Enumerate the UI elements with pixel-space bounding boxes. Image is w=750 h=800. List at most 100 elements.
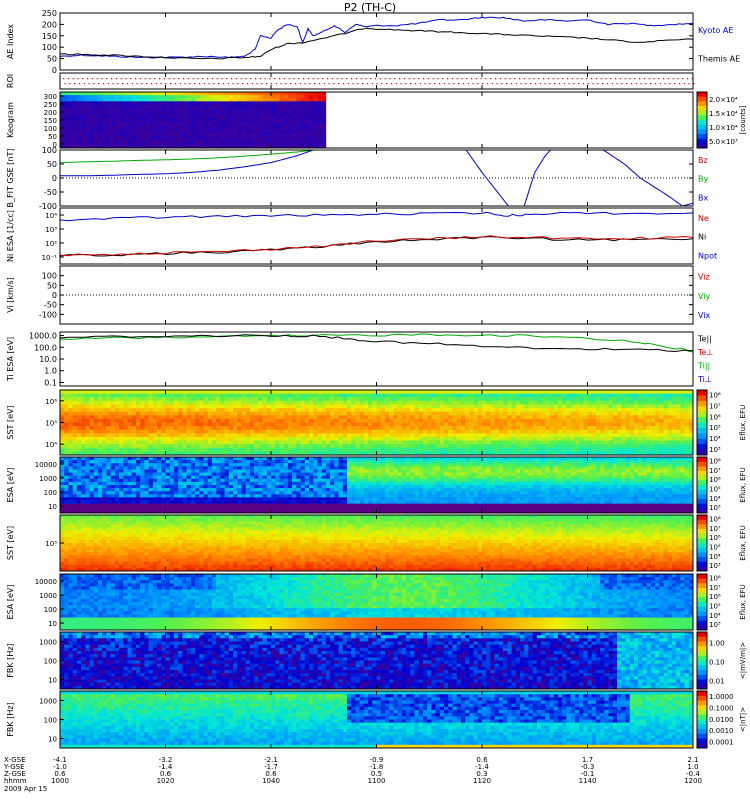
spectrogram-cell: [102, 466, 107, 470]
spectrogram-cell: [566, 463, 571, 467]
spectrogram-cell: [93, 440, 99, 445]
spectrogram-cell: [258, 138, 263, 143]
spectrogram-cell: [308, 393, 314, 398]
spectrogram-cell: [190, 433, 196, 438]
colorbar-segment: [697, 449, 707, 456]
spectrogram-cell: [300, 95, 306, 99]
spectrogram-cell: [566, 411, 571, 416]
spectrogram-cell: [389, 451, 394, 456]
spectrogram-cell: [621, 400, 626, 405]
roi-flag: [418, 78, 420, 80]
spectrogram-cell: [574, 426, 580, 431]
spectrogram-cell: [313, 426, 318, 431]
spectrogram-cell: [296, 132, 301, 136]
spectrogram-cell: [119, 92, 124, 96]
roi-flag: [658, 78, 660, 80]
spectrogram-cell: [186, 447, 192, 452]
spectrogram-cell: [76, 436, 82, 441]
spectrogram-cell: [169, 123, 175, 127]
spectrogram-cell: [422, 404, 428, 409]
spectrogram-cell: [317, 415, 322, 420]
spectrogram-cell: [359, 404, 365, 409]
spectrogram-cell: [123, 411, 128, 416]
spectrogram-cell: [241, 460, 246, 464]
spectrogram-cell: [490, 397, 495, 402]
spectrogram-cell: [216, 107, 221, 111]
spectrogram-cell: [224, 447, 230, 452]
spectrogram-cell: [566, 418, 571, 423]
spectrogram-cell: [114, 126, 120, 130]
spectrogram-cell: [157, 135, 162, 139]
roi-flag: [405, 83, 407, 85]
spectrogram-cell: [524, 451, 529, 456]
colorbar-frame: [696, 91, 708, 149]
spectrogram-cell: [165, 418, 171, 423]
spectrogram-cell: [604, 457, 609, 461]
spectrogram-cell: [279, 129, 284, 133]
spectrogram-cell: [363, 390, 369, 394]
roi-flag: [496, 83, 498, 85]
spectrogram-cell: [494, 457, 500, 461]
spectrogram-cell: [140, 444, 145, 449]
spectrogram-cell: [397, 447, 403, 452]
spectrogram-cell: [456, 397, 462, 402]
spectrogram-cell: [368, 429, 373, 434]
spectrogram-cell: [271, 116, 276, 121]
spectrogram-cell: [684, 397, 690, 402]
spectrogram-cell: [249, 126, 255, 130]
spectrogram-cell: [330, 400, 335, 405]
spectrogram-cell: [254, 418, 259, 423]
spectrogram-cell: [182, 144, 187, 149]
spectrogram-cell: [617, 426, 622, 431]
spectrogram-cell: [195, 463, 200, 467]
spectrogram-cell: [190, 107, 196, 111]
spectrogram-cell: [76, 429, 82, 434]
spectrogram-cell: [452, 451, 457, 456]
spectrogram-cell: [64, 390, 69, 394]
spectrogram-cell: [380, 440, 386, 445]
spectrogram-cell: [515, 393, 521, 398]
spectrogram-cell: [393, 400, 398, 405]
spectrogram-cell: [524, 460, 529, 464]
spectrogram-cell: [262, 451, 268, 456]
spectrogram-cell: [304, 104, 310, 108]
spectrogram-cell: [287, 95, 293, 99]
spectrogram-cell: [76, 415, 82, 420]
spectrogram-cell: [144, 411, 149, 416]
spectrogram-cell: [85, 126, 90, 130]
spectrogram-cell: [140, 92, 145, 96]
spectrogram-cell: [97, 444, 103, 449]
spectrogram-cell: [97, 460, 103, 464]
spectrogram-cell: [334, 447, 339, 452]
roi-flag: [303, 78, 305, 80]
spectrogram-cell: [76, 120, 82, 124]
spectrogram-cell: [325, 433, 331, 438]
spectrogram-cell: [106, 110, 111, 115]
spectrogram-cell: [633, 422, 639, 427]
spectrogram-cell: [102, 422, 107, 427]
spectrogram-cell: [401, 433, 407, 438]
spectrogram-cell: [680, 447, 685, 452]
spectrogram-cell: [140, 397, 145, 402]
spectrogram-cell: [384, 415, 390, 420]
colorbar-segment: [697, 433, 707, 440]
spectrogram-cell: [140, 393, 145, 398]
spectrogram-cell: [680, 408, 685, 412]
spectrogram-cell: [313, 104, 318, 108]
roi-flag: [562, 78, 564, 80]
spectrogram-cell: [435, 393, 441, 398]
spectrogram-cell: [195, 440, 200, 445]
spectrogram-cell: [195, 129, 200, 133]
spectrogram-cell: [456, 418, 462, 423]
spectrogram-cell: [292, 440, 297, 445]
spectrogram-cell: [532, 429, 538, 434]
spectrogram-cell: [422, 444, 428, 449]
spectrogram-cell: [566, 444, 571, 449]
spectrogram-cell: [140, 400, 145, 405]
spectrogram-cell: [591, 440, 597, 445]
spectrogram-cell: [334, 444, 339, 449]
spectrogram-cell: [536, 460, 542, 464]
spectrogram-cell: [625, 404, 630, 409]
roi-flag: [461, 78, 463, 80]
spectrogram-cell: [541, 433, 546, 438]
